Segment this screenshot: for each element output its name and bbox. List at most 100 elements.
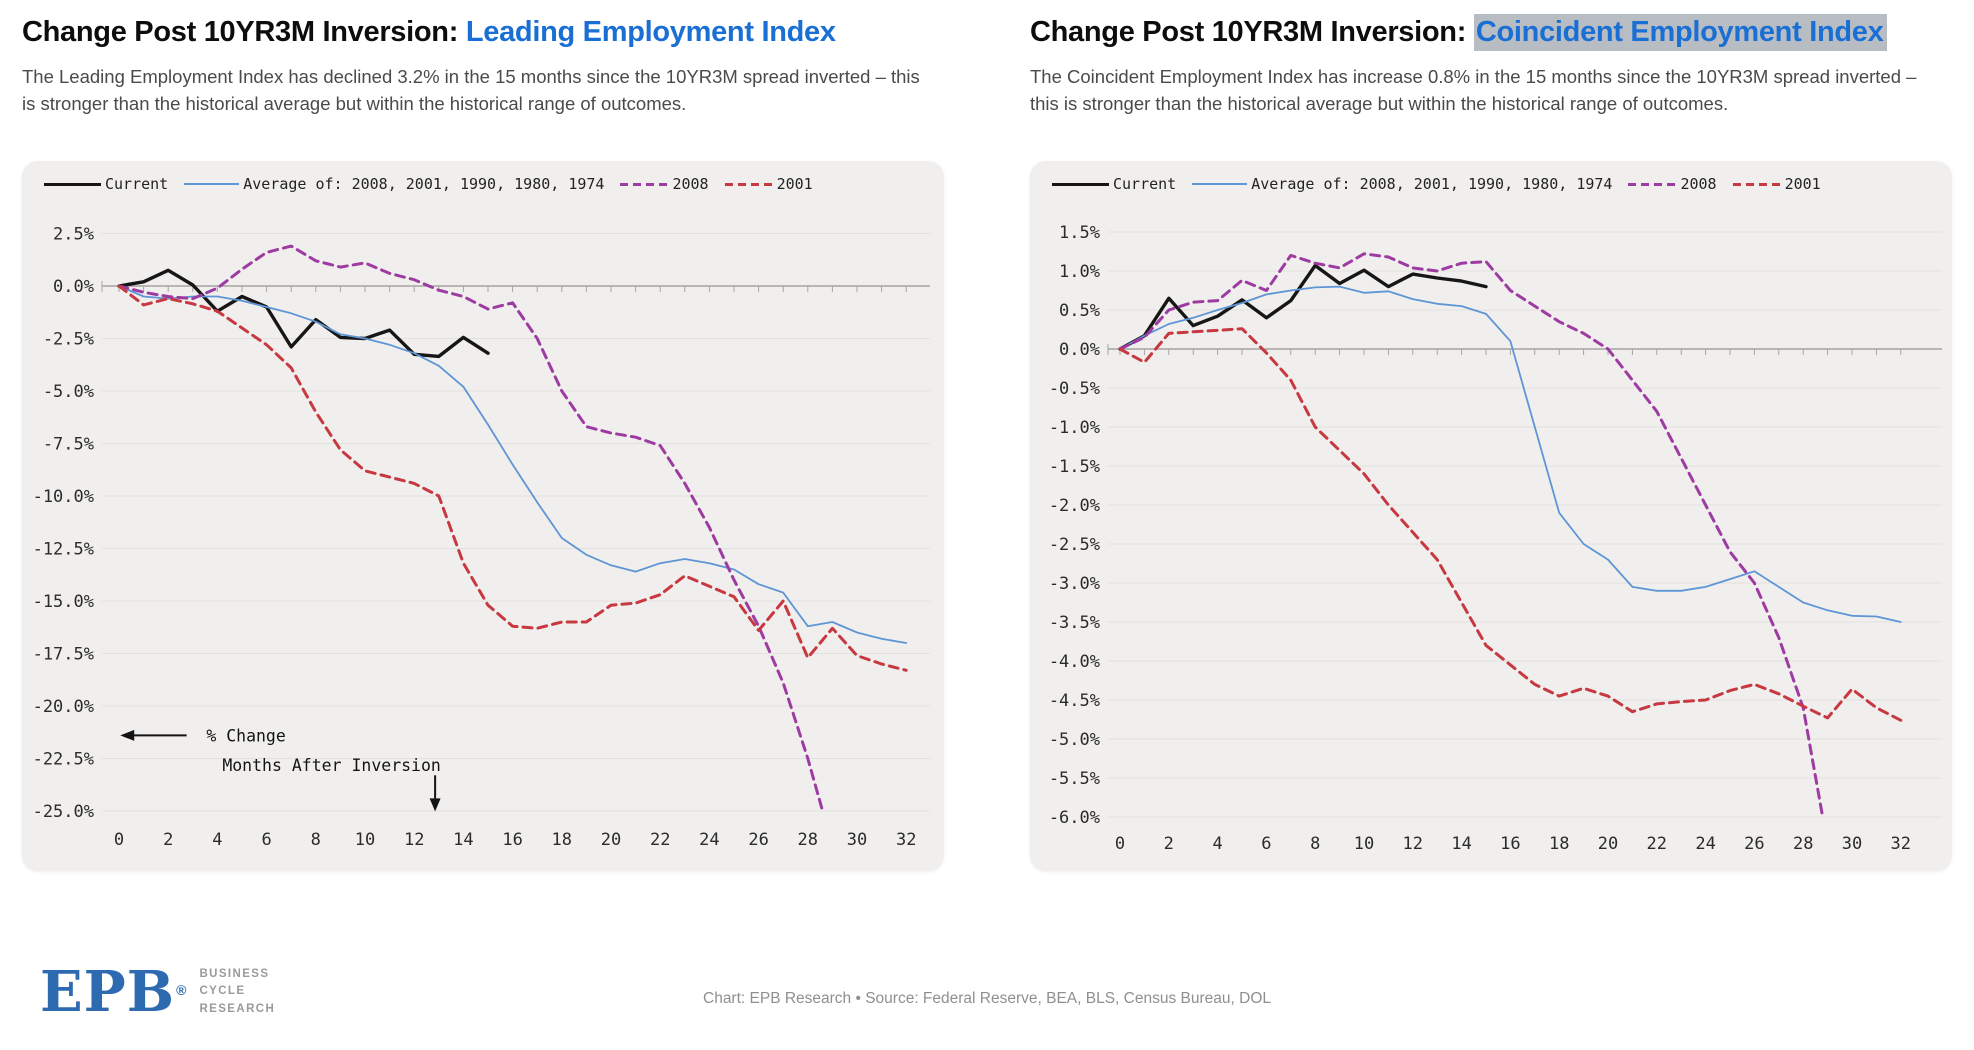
chart-title-left-prefix: Change Post 10YR3M Inversion: xyxy=(22,16,459,48)
y-tick-label: -0.5% xyxy=(1049,379,1100,399)
logo-caption: BUSINESS CYCLE RESEARCH xyxy=(199,966,275,1018)
pct-change-label: % Change xyxy=(206,727,285,746)
legend-label: 2001 xyxy=(776,175,813,194)
x-tick-label: 6 xyxy=(261,830,271,850)
legend-label: 2001 xyxy=(1784,175,1821,194)
legend-line-sample xyxy=(620,182,669,186)
legend-item: 2001 xyxy=(1732,175,1821,194)
x-tick-label: 10 xyxy=(1354,834,1374,854)
x-tick-label: 18 xyxy=(552,830,572,850)
chart-title-right-emphasis: Coincident Employment Index xyxy=(1473,14,1888,51)
y-tick-label: -6.0% xyxy=(1049,808,1100,828)
legend-line-sample xyxy=(724,182,773,186)
epb-logo: EPB ® BUSINESS CYCLE RESEARCH xyxy=(40,964,275,1020)
x-tick-label: 4 xyxy=(1212,834,1222,854)
legend-item: 2008 xyxy=(620,175,709,194)
chart-panel-left: Current Average of: 2008, 2001, 1990, 198… xyxy=(22,161,944,872)
y-tick-label: -25.0% xyxy=(33,802,94,822)
chart-title-left: Change Post 10YR3M Inversion: Leading Em… xyxy=(22,14,944,50)
legend-label: Average of: 2008, 2001, 1990, 1980, 1974 xyxy=(243,175,605,194)
y-tick-label: -1.0% xyxy=(1049,418,1100,438)
x-tick-label: 0 xyxy=(1115,834,1125,854)
x-tick-label: 28 xyxy=(798,830,818,850)
y-tick-label: -22.5% xyxy=(33,750,94,770)
x-tick-label: 4 xyxy=(212,830,222,850)
epb-logo-text: EPB xyxy=(40,959,176,1025)
x-tick-label: 16 xyxy=(1500,834,1520,854)
x-tick-label: 14 xyxy=(1451,834,1471,854)
chart-section-right: Change Post 10YR3M Inversion: Coincident… xyxy=(1030,14,1952,872)
y-tick-label: -17.5% xyxy=(33,645,94,665)
legend-item: Average of: 2008, 2001, 1990, 1980, 1974 xyxy=(184,175,604,193)
y-tick-label: 2.5% xyxy=(53,225,94,245)
y-tick-label: -2.5% xyxy=(43,330,94,350)
x-tick-label: 0 xyxy=(114,830,124,850)
y-tick-label: -3.0% xyxy=(1049,574,1100,594)
series-line-2001 xyxy=(1118,327,1903,723)
x-tick-label: 6 xyxy=(1261,834,1271,854)
chart-title-right-prefix: Change Post 10YR3M Inversion: xyxy=(1030,16,1467,48)
series-line-2008 xyxy=(1118,252,1825,819)
legend-item: 2008 xyxy=(1628,175,1717,194)
x-tick-label: 12 xyxy=(1403,834,1423,854)
chart-columns: Change Post 10YR3M Inversion: Leading Em… xyxy=(22,14,1952,872)
x-tick-label: 16 xyxy=(502,830,522,850)
legend-label: 2008 xyxy=(1680,175,1717,194)
chart-title-right: Change Post 10YR3M Inversion: Coincident… xyxy=(1030,14,1952,51)
x-tick-label: 26 xyxy=(1744,834,1764,854)
registered-trademark-icon: ® xyxy=(176,982,187,998)
pct-change-arrowhead xyxy=(120,730,135,742)
legend-line-sample xyxy=(1052,182,1109,186)
line-chart-right: 1.5% 1.0% 0.5% 0.0% -0.5% -1.0% -1.5% -2.0% -2.5… xyxy=(1049,223,1942,854)
y-tick-label: 0.0% xyxy=(1059,340,1100,360)
chart-section-left: Change Post 10YR3M Inversion: Leading Em… xyxy=(22,14,944,872)
series-line-current xyxy=(1118,264,1488,351)
logo-caption-line: CYCLE xyxy=(199,985,246,998)
y-tick-label: 0.0% xyxy=(53,277,94,297)
line-chart-left: 2.5% 0.0% -2.5% -5.0% -7.5% -10.0% -12.5% -15.0… xyxy=(33,225,930,850)
x-tick-label: 20 xyxy=(1598,834,1618,854)
series-line-average-of-2008-2001-1990-1980-1974 xyxy=(118,285,908,645)
x-tick-label: 22 xyxy=(1647,834,1667,854)
legend-right: Current Average of: 2008, 2001, 1990, 198… xyxy=(1052,175,1821,193)
legend-item: Current xyxy=(1052,175,1176,193)
y-tick-label: 1.0% xyxy=(1059,262,1100,282)
legend-label: 2008 xyxy=(672,175,709,194)
legend-label: Current xyxy=(105,175,169,194)
y-tick-label: -2.5% xyxy=(1049,535,1100,555)
chart-subtitle-left: The Leading Employment Index has decline… xyxy=(22,66,920,115)
x-tick-label: 18 xyxy=(1549,834,1569,854)
y-tick-label: -12.5% xyxy=(33,540,94,560)
legend-line-sample xyxy=(44,182,101,186)
x-tick-label: 24 xyxy=(699,830,719,850)
y-tick-label: 0.5% xyxy=(1059,301,1100,321)
legend-line-sample xyxy=(184,183,240,186)
legend-line-sample xyxy=(1732,182,1781,186)
months-arrowhead xyxy=(429,798,441,812)
x-tick-label: 28 xyxy=(1793,834,1813,854)
y-tick-label: -3.5% xyxy=(1049,613,1100,633)
x-tick-label: 20 xyxy=(601,830,621,850)
series-line-average-of-2008-2001-1990-1980-1974 xyxy=(1119,285,1902,624)
legend-label: Current xyxy=(1113,175,1177,194)
y-tick-label: -20.0% xyxy=(33,697,94,717)
x-tick-label: 12 xyxy=(404,830,424,850)
y-tick-label: -5.0% xyxy=(1049,730,1100,750)
x-tick-label: 26 xyxy=(748,830,768,850)
legend-label: Average of: 2008, 2001, 1990, 1980, 1974 xyxy=(1251,175,1613,194)
chart-panel-right: Current Average of: 2008, 2001, 1990, 198… xyxy=(1030,161,1952,872)
x-tick-label: 24 xyxy=(1695,834,1715,854)
logo-caption-line: RESEARCH xyxy=(199,1002,276,1015)
legend-item: 2001 xyxy=(724,175,813,194)
y-tick-label: 1.5% xyxy=(1059,223,1100,243)
x-tick-label: 2 xyxy=(1164,834,1174,854)
x-tick-label: 30 xyxy=(847,830,867,850)
chart-subtitle-right: The Coincident Employment Index has incr… xyxy=(1030,66,1917,115)
x-tick-label: 8 xyxy=(1310,834,1320,854)
x-tick-label: 8 xyxy=(311,830,321,850)
x-tick-label: 14 xyxy=(453,830,473,850)
legend-line-sample xyxy=(1192,183,1248,186)
y-tick-label: -7.5% xyxy=(43,435,94,455)
y-tick-label: -2.0% xyxy=(1049,496,1100,516)
chart-title-left-emphasis: Leading Employment Index xyxy=(465,16,836,48)
